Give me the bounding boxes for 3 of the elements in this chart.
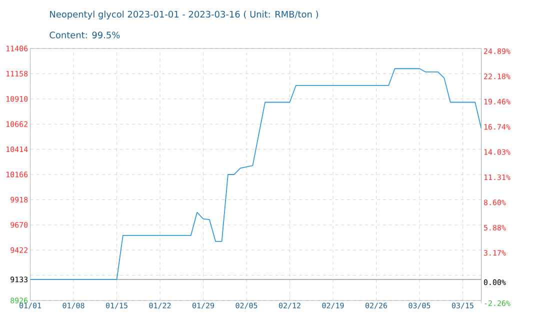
chart-subtitle: Content: 99.5%	[50, 32, 120, 38]
chart-title: Neopentyl glycol 2023-01-01 - 2023-03-16 ( Unit: RMB/ton )	[50, 10, 318, 20]
line-series	[30, 68, 482, 280]
